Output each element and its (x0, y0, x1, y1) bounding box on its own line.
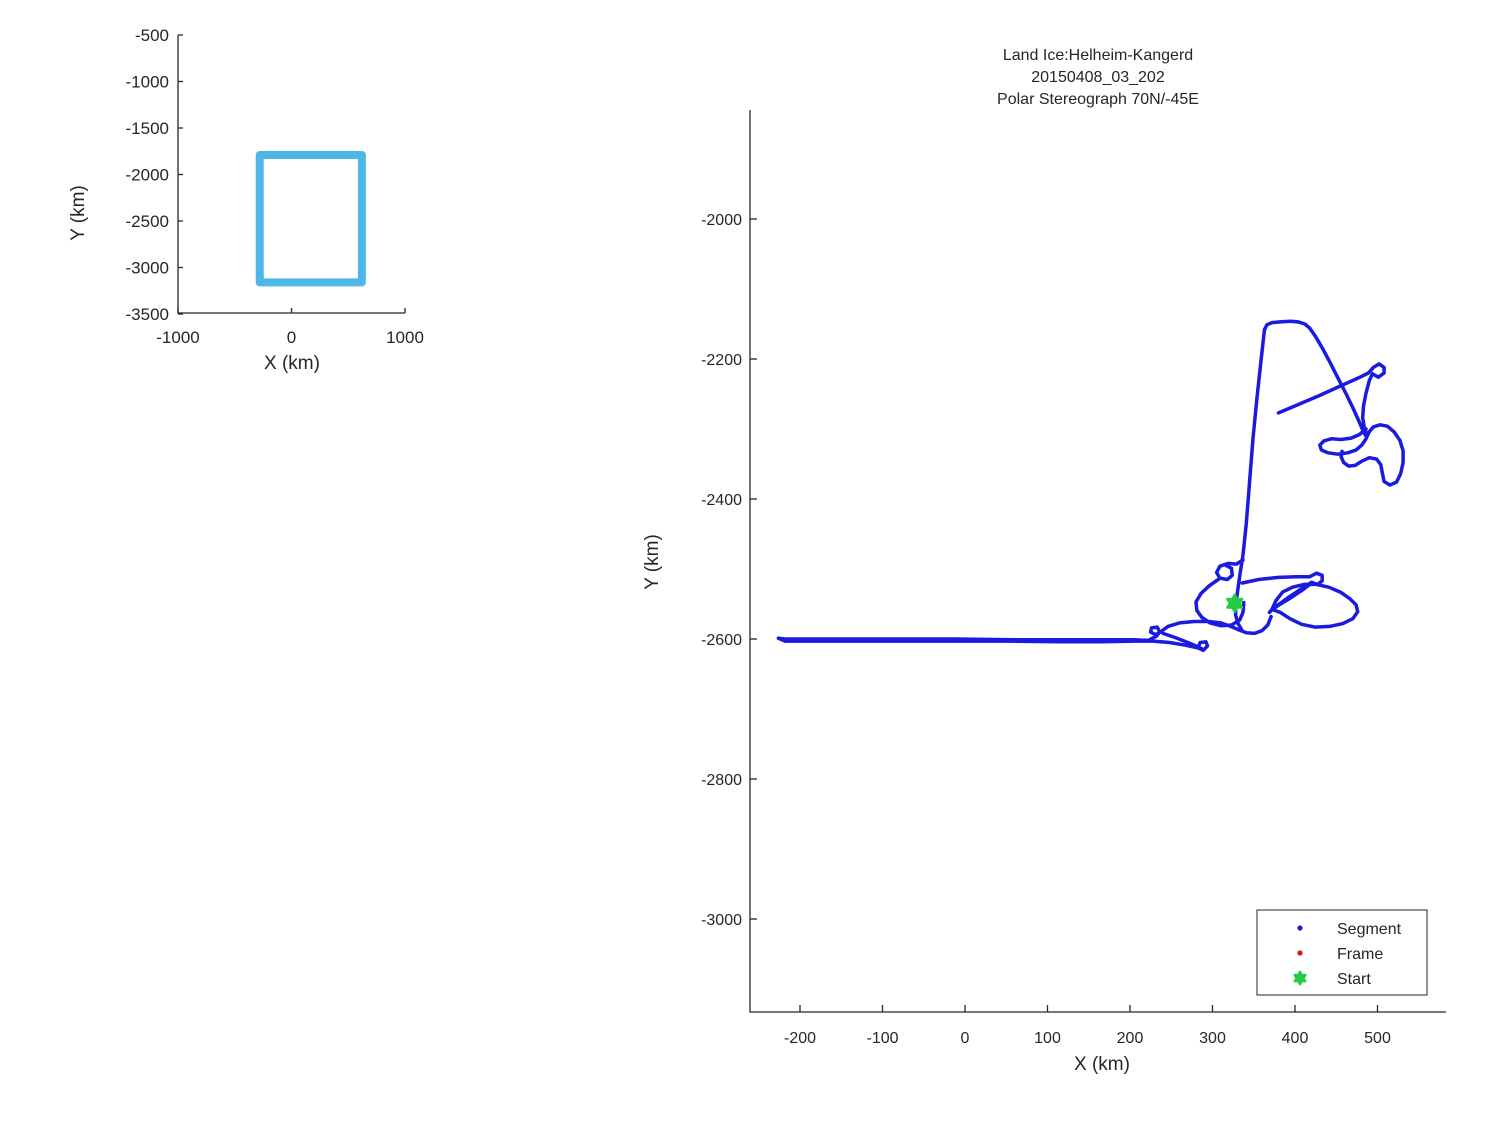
inset-y-tick-label: -1000 (126, 73, 169, 92)
track-segment (1194, 577, 1246, 628)
main-x-tick-label: 400 (1282, 1030, 1309, 1047)
start-marker-star (1226, 593, 1244, 614)
main-y-tick-label: -2800 (701, 772, 742, 789)
main-y-tick-label: -2200 (701, 352, 742, 369)
track-segment (1270, 582, 1360, 629)
track-segment (776, 636, 1210, 652)
coverage-box-outline (255, 150, 366, 287)
main-x-tick-label: 200 (1117, 1030, 1144, 1047)
legend-segment-dot (1297, 925, 1303, 931)
inset-y-tick-label: -500 (135, 26, 169, 45)
main-y-tick-label: -3000 (701, 912, 742, 929)
inset-y-tick-label: -3000 (126, 259, 169, 278)
legend-label-start: Start (1337, 971, 1371, 988)
main-x-tick-label: 500 (1364, 1030, 1391, 1047)
main-axes (749, 110, 1446, 1013)
main-x-tick-label: 0 (961, 1030, 970, 1047)
coverage-box (255, 150, 366, 287)
legend-markers (1293, 925, 1307, 986)
inset-axes (177, 34, 406, 315)
inset-y-axis-label: Y (km) (68, 185, 89, 241)
main-x-tick-label: -100 (866, 1030, 898, 1047)
legend-label-frame: Frame (1337, 946, 1383, 963)
inset-y-tick-label: -2000 (126, 166, 169, 185)
track-segment (1269, 581, 1313, 613)
inset-y-tick-label: -3500 (126, 305, 169, 324)
inset-x-tick-label: 1000 (386, 328, 424, 347)
main-y-tick-label: -2600 (701, 632, 742, 649)
track-segment (776, 614, 1273, 643)
main-y-tick-label: -2000 (701, 212, 742, 229)
legend-label-segment: Segment (1337, 921, 1402, 938)
track-segment (1262, 319, 1368, 438)
track-segment (1318, 423, 1405, 487)
main-x-tick-label: 300 (1199, 1030, 1226, 1047)
flight-track-segments (776, 319, 1405, 652)
main-y-tick-label: -2400 (701, 492, 742, 509)
inset-x-axis-label: X (km) (264, 353, 320, 374)
main-plot: Land Ice:Helheim-Kangerd 20150408_03_202… (642, 47, 1446, 1075)
main-axis-lines (749, 110, 1446, 1013)
inset-y-tick-label: -1500 (126, 119, 169, 138)
main-tick-labels: -200 -100 0 100 200 300 400 500 -2000 -2200 -2400 -… (701, 212, 1391, 1047)
plot-title-line-2: 20150408_03_202 (1031, 69, 1165, 86)
main-y-axis-label: Y (km) (642, 534, 663, 590)
track-segment (1214, 558, 1245, 582)
legend-frame-dot (1297, 950, 1303, 956)
track-segment (1233, 327, 1267, 633)
track-segment (1276, 362, 1386, 437)
start-marker (1226, 593, 1244, 614)
legend-box (1256, 909, 1428, 996)
legend-start-star (1293, 970, 1307, 986)
main-x-axis-label: X (km) (1074, 1054, 1130, 1075)
inset-x-tick-label: 0 (287, 328, 296, 347)
inset-tick-labels: -1000 0 1000 -500 -1000 -1500 -2000 -2500 -3000 -… (126, 26, 424, 347)
main-x-tick-label: 100 (1034, 1030, 1061, 1047)
plot-title-line-1: Land Ice:Helheim-Kangerd (1003, 47, 1193, 64)
legend: Segment Frame Start (1256, 909, 1428, 996)
inset-x-tick-label: -1000 (156, 328, 199, 347)
inset-y-tick-label: -2500 (126, 212, 169, 231)
track-segment (1161, 631, 1204, 651)
plot-title-line-3: Polar Stereograph 70N/-45E (997, 91, 1199, 108)
inset-plot: -1000 0 1000 -500 -1000 -1500 -2000 -2500 -3000 -… (68, 26, 424, 374)
inset-axis-lines (177, 35, 405, 314)
main-x-tick-label: -200 (784, 1030, 816, 1047)
